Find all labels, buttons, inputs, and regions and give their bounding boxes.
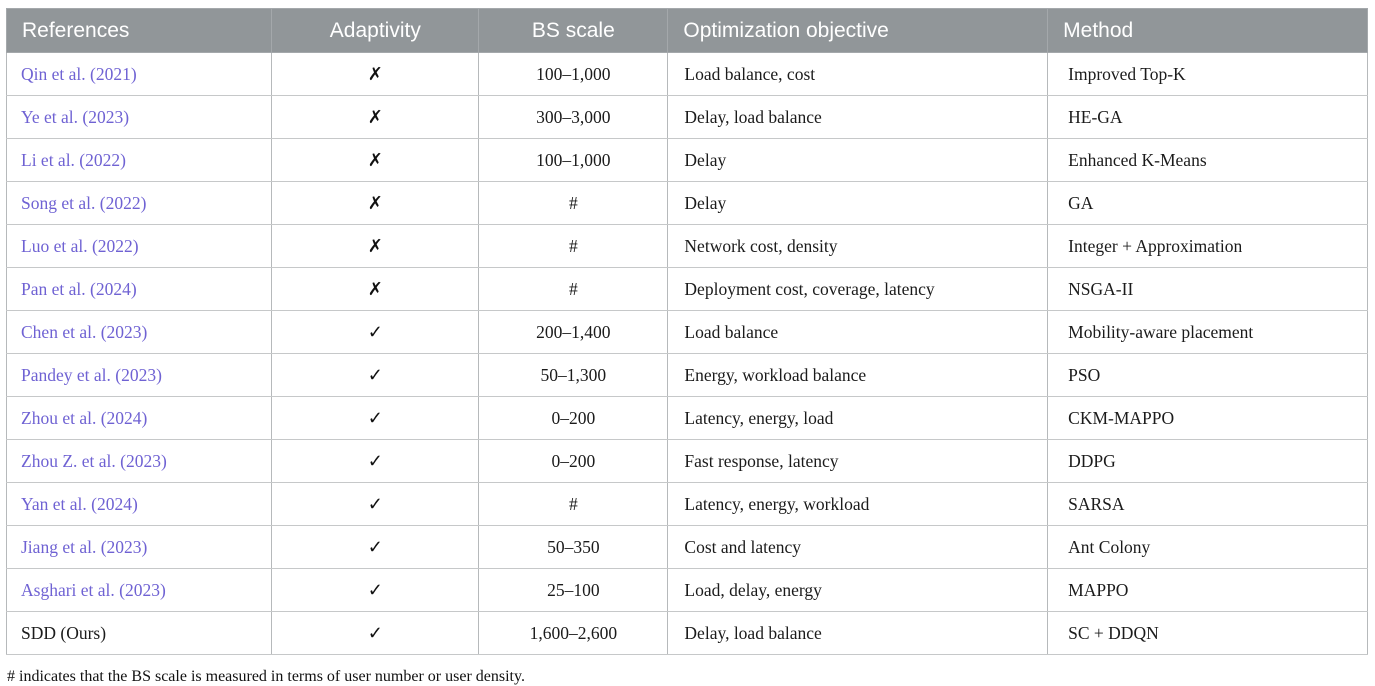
adaptivity-check-icon: ✓ <box>367 579 383 600</box>
table-row: Zhou Z. et al. (2023) ✓ 0–200 Fast response… <box>5 439 1368 483</box>
column-header-references: References <box>5 8 273 53</box>
reference-text: SDD (Ours) <box>21 622 107 643</box>
reference-link[interactable]: Asghari et al. (2023) <box>21 579 166 600</box>
adaptivity-cross-icon: ✗ <box>367 63 383 84</box>
table-row: Song et al. (2022) ✗ # Delay GA <box>5 181 1368 225</box>
reference-link[interactable]: Yan et al. (2024) <box>21 493 138 514</box>
bs-scale-value: # <box>478 482 669 526</box>
column-header-adaptivity: Adaptivity <box>271 8 480 53</box>
table-row: Ye et al. (2023) ✗ 300–3,000 Delay, load ba… <box>5 95 1368 139</box>
method-value: GA <box>1047 181 1368 225</box>
optimization-objective-value: Energy, workload balance <box>667 353 1049 397</box>
table-row: Chen et al. (2023) ✓ 200–1,400 Load balance… <box>5 310 1368 354</box>
reference-link[interactable]: Zhou et al. (2024) <box>21 407 148 428</box>
table-row: Qin et al. (2021) ✗ 100–1,000 Load balance,… <box>5 52 1368 96</box>
comparison-table: References Adaptivity BS scale Optimization… <box>5 8 1368 655</box>
bs-scale-value: 300–3,000 <box>478 95 669 139</box>
bs-scale-value: # <box>478 267 669 311</box>
method-value: NSGA-II <box>1047 267 1368 311</box>
optimization-objective-value: Cost and latency <box>667 525 1049 569</box>
reference-link[interactable]: Chen et al. (2023) <box>21 321 148 342</box>
adaptivity-cross-icon: ✗ <box>367 278 383 299</box>
adaptivity-check-icon: ✓ <box>367 622 383 643</box>
method-value: DDPG <box>1047 439 1368 483</box>
table-header: References Adaptivity BS scale Optimization… <box>5 8 1368 53</box>
reference-link[interactable]: Pan et al. (2024) <box>21 278 137 299</box>
reference-link[interactable]: Luo et al. (2022) <box>21 235 139 256</box>
table-row: Zhou et al. (2024) ✓ 0–200 Latency, energy,… <box>5 396 1368 440</box>
table-row: SDD (Ours) ✓ 1,600–2,600 Delay, load balanc… <box>5 611 1368 655</box>
adaptivity-check-icon: ✓ <box>367 493 383 514</box>
optimization-objective-value: Load balance, cost <box>667 52 1049 96</box>
optimization-objective-value: Delay <box>667 181 1049 225</box>
optimization-objective-value: Fast response, latency <box>667 439 1049 483</box>
bs-scale-value: 200–1,400 <box>478 310 669 354</box>
column-header-objective: Optimization objective <box>667 8 1049 53</box>
method-value: Mobility-aware placement <box>1047 310 1368 354</box>
bs-scale-value: 25–100 <box>478 568 669 612</box>
method-value: Integer + Approximation <box>1047 224 1368 268</box>
adaptivity-cross-icon: ✗ <box>367 106 383 127</box>
adaptivity-cross-icon: ✗ <box>367 235 383 256</box>
reference-link[interactable]: Ye et al. (2023) <box>21 106 130 127</box>
method-value: Ant Colony <box>1047 525 1368 569</box>
optimization-objective-value: Latency, energy, load <box>667 396 1049 440</box>
bs-scale-value: # <box>478 181 669 225</box>
table-row: Li et al. (2022) ✗ 100–1,000 Delay Enhanced … <box>5 138 1368 182</box>
method-value: CKM-MAPPO <box>1047 396 1368 440</box>
optimization-objective-value: Network cost, density <box>667 224 1049 268</box>
optimization-objective-value: Delay <box>667 138 1049 182</box>
optimization-objective-value: Latency, energy, workload <box>667 482 1049 526</box>
table-row: Jiang et al. (2023) ✓ 50–350 Cost and laten… <box>5 525 1368 569</box>
bs-scale-value: 1,600–2,600 <box>478 611 669 655</box>
adaptivity-cross-icon: ✗ <box>367 149 383 170</box>
adaptivity-check-icon: ✓ <box>367 364 383 385</box>
method-value: SC + DDQN <box>1047 611 1368 655</box>
reference-link[interactable]: Jiang et al. (2023) <box>21 536 148 557</box>
reference-link[interactable]: Li et al. (2022) <box>21 149 126 170</box>
bs-scale-value: 50–350 <box>478 525 669 569</box>
bs-scale-value: 0–200 <box>478 396 669 440</box>
reference-link[interactable]: Qin et al. (2021) <box>21 63 137 84</box>
bs-scale-value: # <box>478 224 669 268</box>
table-header-row: References Adaptivity BS scale Optimization… <box>5 8 1368 53</box>
column-header-method: Method <box>1047 8 1368 53</box>
method-value: MAPPO <box>1047 568 1368 612</box>
method-value: Enhanced K-Means <box>1047 138 1368 182</box>
adaptivity-cross-icon: ✗ <box>367 192 383 213</box>
optimization-objective-value: Deployment cost, coverage, latency <box>667 267 1049 311</box>
column-header-bs_scale: BS scale <box>478 8 669 53</box>
table-footnote: # indicates that the BS scale is measure… <box>7 668 525 685</box>
optimization-objective-value: Load, delay, energy <box>667 568 1049 612</box>
table-row: Asghari et al. (2023) ✓ 25–100 Load, delay,… <box>5 568 1368 612</box>
reference-link[interactable]: Song et al. (2022) <box>21 192 147 213</box>
bs-scale-value: 100–1,000 <box>478 138 669 182</box>
table-row: Luo et al. (2022) ✗ # Network cost, density… <box>5 224 1368 268</box>
adaptivity-check-icon: ✓ <box>367 450 383 471</box>
table-body: Qin et al. (2021) ✗ 100–1,000 Load balance,… <box>5 52 1368 655</box>
reference-link[interactable]: Zhou Z. et al. (2023) <box>21 450 167 471</box>
optimization-objective-value: Load balance <box>667 310 1049 354</box>
method-value: SARSA <box>1047 482 1368 526</box>
table-row: Pan et al. (2024) ✗ # Deployment cost, cove… <box>5 267 1368 311</box>
adaptivity-check-icon: ✓ <box>367 536 383 557</box>
method-value: HE-GA <box>1047 95 1368 139</box>
table-row: Yan et al. (2024) ✓ # Latency, energy, work… <box>5 482 1368 526</box>
optimization-objective-value: Delay, load balance <box>667 95 1049 139</box>
method-value: Improved Top-K <box>1047 52 1368 96</box>
bs-scale-value: 100–1,000 <box>478 52 669 96</box>
bs-scale-value: 50–1,300 <box>478 353 669 397</box>
optimization-objective-value: Delay, load balance <box>667 611 1049 655</box>
table-row: Pandey et al. (2023) ✓ 50–1,300 Energy, wor… <box>5 353 1368 397</box>
method-value: PSO <box>1047 353 1368 397</box>
adaptivity-check-icon: ✓ <box>367 321 383 342</box>
adaptivity-check-icon: ✓ <box>367 407 383 428</box>
bs-scale-value: 0–200 <box>478 439 669 483</box>
reference-link[interactable]: Pandey et al. (2023) <box>21 364 162 385</box>
